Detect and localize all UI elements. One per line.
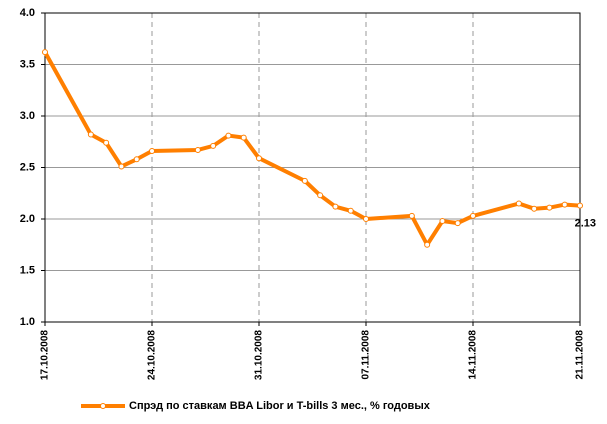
legend-marker	[100, 403, 106, 409]
y-tick-label: 2.0	[20, 213, 35, 225]
y-tick-label: 3.0	[20, 110, 35, 122]
point	[149, 148, 155, 155]
point	[317, 192, 324, 199]
point	[103, 139, 110, 146]
y-tick-label: 4.0	[20, 7, 35, 19]
point	[225, 132, 232, 139]
point	[577, 202, 583, 209]
point	[439, 218, 446, 225]
point	[347, 207, 354, 214]
point	[240, 134, 247, 141]
point	[424, 241, 431, 248]
point	[87, 131, 94, 138]
x-tick-label: 07.11.2008	[361, 330, 372, 380]
point	[118, 163, 125, 170]
line	[43, 51, 581, 247]
y-tick-label: 1.5	[20, 264, 35, 276]
point	[133, 156, 140, 163]
point	[546, 204, 553, 211]
point	[194, 146, 201, 153]
data-label: 2.13	[575, 218, 596, 230]
point	[42, 49, 48, 56]
y-tick-label: 2.5	[20, 161, 35, 173]
legend-label: Спрэд по ставкам BBA Libor и T-bills 3 м…	[129, 400, 431, 412]
point	[332, 203, 339, 210]
x-tick-label: 17.10.2008	[40, 330, 51, 380]
x-tick-label: 31.10.2008	[254, 330, 265, 380]
point	[470, 212, 476, 219]
x-tick-label: 14.11.2008	[468, 330, 479, 380]
point	[561, 201, 568, 208]
x-tick-label: 21.11.2008	[575, 330, 586, 380]
point	[454, 220, 461, 227]
y-tick-label: 3.5	[20, 58, 35, 70]
point	[301, 177, 308, 184]
point	[256, 155, 262, 162]
point	[210, 142, 217, 149]
point	[408, 212, 415, 219]
point	[515, 200, 522, 207]
point	[363, 216, 369, 222]
y-tick-label: 1.0	[20, 316, 35, 328]
plot-frame	[44, 12, 581, 323]
point	[531, 205, 538, 212]
x-tick-label: 24.10.2008	[147, 330, 158, 380]
